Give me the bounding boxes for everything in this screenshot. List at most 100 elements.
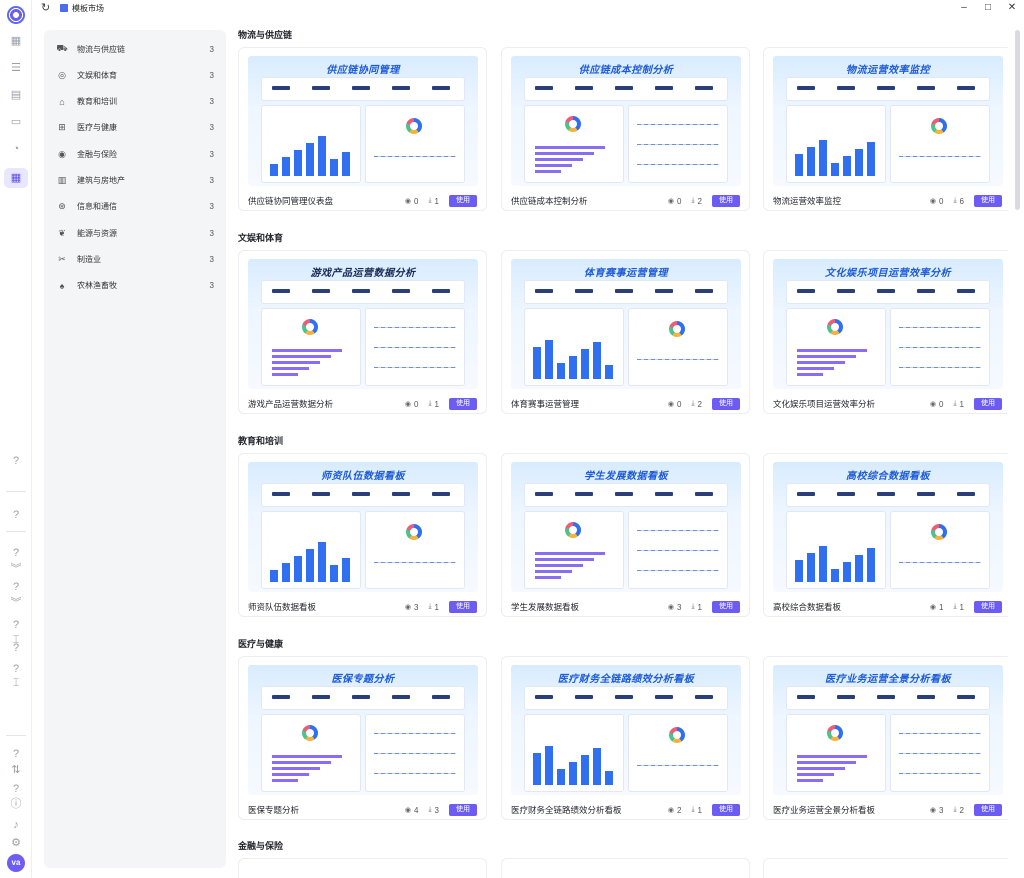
- category-item[interactable]: ◎ 文娱和体育 3: [56, 68, 214, 82]
- template-card[interactable]: 文化娱乐项目运营效率分析 文化娱乐项目运营效率分析 ◉ 0 ⤓ 1 使用: [763, 250, 1008, 414]
- bracket-icon[interactable]: ⌶: [12, 634, 20, 646]
- help-icon[interactable]: ?: [12, 783, 20, 795]
- compass-icon[interactable]: ◔: [12, 143, 20, 155]
- help-icon[interactable]: ?: [12, 509, 20, 521]
- use-template-button[interactable]: 使用: [712, 398, 740, 410]
- download-icon: ⤓: [953, 603, 957, 610]
- template-thumbnail[interactable]: 高校综合数据看板: [773, 462, 1003, 592]
- downloads-count: 1: [434, 196, 439, 206]
- template-thumbnail[interactable]: 体育赛事运营管理: [511, 259, 741, 389]
- folder-icon[interactable]: ▭: [10, 116, 22, 128]
- template-card[interactable]: 体育赛事运营管理 体育赛事运营管理 ◉ 0 ⤓ 2 使用: [501, 250, 750, 414]
- use-template-button[interactable]: 使用: [974, 804, 1002, 816]
- template-card[interactable]: 供应链协同管理 供应链协同管理仪表盘 ◉ 0 ⤓ 1 使用: [238, 47, 487, 211]
- help-icon[interactable]: ?: [12, 581, 20, 593]
- help-icon[interactable]: ?: [12, 619, 20, 631]
- template-card[interactable]: 医保专题分析 医保专题分析 ◉ 4 ⤓ 3 使用: [238, 656, 487, 820]
- template-market-icon[interactable]: ▦: [4, 168, 28, 188]
- category-label: 制造业: [77, 254, 101, 264]
- use-template-button[interactable]: 使用: [449, 398, 477, 410]
- template-thumbnail[interactable]: 物流运营效率监控: [773, 56, 1003, 186]
- database-icon[interactable]: ☰: [11, 62, 21, 74]
- category-item[interactable]: ❦ 能源与资源 3: [56, 226, 214, 240]
- template-thumbnail[interactable]: 医保专题分析: [248, 665, 478, 795]
- template-card[interactable]: 学生发展数据看板 学生发展数据看板 ◉ 3 ⤓ 1 使用: [501, 453, 750, 617]
- template-thumbnail[interactable]: 学生发展数据看板: [511, 462, 741, 592]
- template-card[interactable]: 医疗业务运营全景分析看板 医疗业务运营全景分析看板 ◉ 3 ⤓ 2 使用: [763, 656, 1008, 820]
- use-template-button[interactable]: 使用: [974, 398, 1002, 410]
- template-card[interactable]: [501, 858, 750, 878]
- apps-icon[interactable]: ▦: [10, 35, 22, 47]
- use-template-button[interactable]: 使用: [974, 195, 1002, 207]
- help-icon[interactable]: ?: [12, 455, 20, 467]
- template-thumbnail[interactable]: 游戏产品运营数据分析: [248, 259, 478, 389]
- category-item[interactable]: ◉ 金融与保险 3: [56, 147, 214, 161]
- views-stat: ◉ 3: [930, 806, 944, 815]
- template-card[interactable]: 高校综合数据看板 高校综合数据看板 ◉ 1 ⤓ 1 使用: [763, 453, 1008, 617]
- help-icon[interactable]: ?: [12, 547, 20, 559]
- template-thumbnail[interactable]: 医疗业务运营全景分析看板: [773, 665, 1003, 795]
- download-icon: ⤓: [691, 806, 695, 813]
- close-icon[interactable]: ✕: [1007, 2, 1017, 13]
- template-card[interactable]: [238, 858, 487, 878]
- avatar[interactable]: va: [7, 854, 25, 872]
- sort-icon[interactable]: ⇅: [11, 764, 21, 776]
- template-thumbnail[interactable]: 师资队伍数据看板: [248, 462, 478, 592]
- help-icon[interactable]: ?: [12, 642, 20, 654]
- thumb-bar: [867, 142, 875, 176]
- thumb-line: [637, 164, 719, 165]
- template-card[interactable]: 供应链成本控制分析 供应链成本控制分析 ◉ 0 ⤓ 2 使用: [501, 47, 750, 211]
- gear-icon[interactable]: ⚙: [11, 837, 21, 849]
- thumb-bar: [342, 558, 350, 582]
- thumb-chart-panel: [891, 309, 989, 385]
- use-template-button[interactable]: 使用: [974, 601, 1002, 613]
- thumb-bar: [831, 569, 839, 582]
- thumbnail-title: 高校综合数据看板: [846, 471, 930, 482]
- category-item[interactable]: ✂ 制造业 3: [56, 252, 214, 266]
- template-thumbnail[interactable]: 文化娱乐项目运营效率分析: [773, 259, 1003, 389]
- template-card[interactable]: [763, 858, 1008, 878]
- app-logo[interactable]: [7, 6, 25, 24]
- category-item[interactable]: ⛟ 物流与供应链 3: [56, 42, 214, 56]
- collapse-icon[interactable]: ︾: [10, 597, 22, 609]
- thumb-kpi-panel: [787, 687, 989, 709]
- bell-icon[interactable]: ♪: [13, 819, 19, 831]
- template-card[interactable]: 物流运营效率监控 物流运营效率监控 ◉ 0 ⤓ 6 使用: [763, 47, 1008, 211]
- thumb-chart-panel: [525, 309, 623, 385]
- info-icon[interactable]: ⓘ: [10, 798, 22, 810]
- use-template-button[interactable]: 使用: [449, 601, 477, 613]
- help-icon[interactable]: ?: [12, 748, 20, 760]
- template-thumbnail[interactable]: 医疗财务全链路绩效分析看板: [511, 665, 741, 795]
- scrollbar[interactable]: [1015, 30, 1020, 210]
- thumb-bar: [569, 356, 577, 379]
- thumb-bar: [819, 546, 827, 582]
- category-item[interactable]: ♠ 农林渔畜牧 3: [56, 279, 214, 293]
- help-icon[interactable]: ?: [12, 663, 20, 675]
- refresh-icon[interactable]: ↻: [41, 2, 51, 14]
- views-count: 1: [938, 602, 944, 612]
- thumbnail-title: 医保专题分析: [331, 674, 395, 685]
- template-card[interactable]: 医疗财务全链路绩效分析看板 医疗财务全链路绩效分析看板 ◉ 2 ⤓ 1 使用: [501, 656, 750, 820]
- expand-icon[interactable]: ︾: [10, 563, 22, 575]
- category-item[interactable]: ⊛ 信息和通信 3: [56, 200, 214, 214]
- views-count: 0: [938, 399, 944, 409]
- template-card[interactable]: 游戏产品运营数据分析 游戏产品运营数据分析 ◉ 0 ⤓ 1 使用: [238, 250, 487, 414]
- chart-icon[interactable]: ▤: [10, 89, 22, 101]
- bracket-icon[interactable]: ⌶: [12, 677, 20, 689]
- use-template-button[interactable]: 使用: [712, 195, 740, 207]
- category-label: 物流与供应链: [77, 44, 125, 54]
- use-template-button[interactable]: 使用: [712, 601, 740, 613]
- use-template-button[interactable]: 使用: [449, 195, 477, 207]
- template-thumbnail[interactable]: 供应链协同管理: [248, 56, 478, 186]
- thumb-kpi-value: [877, 695, 895, 699]
- template-card[interactable]: 师资队伍数据看板 师资队伍数据看板 ◉ 3 ⤓ 1 使用: [238, 453, 487, 617]
- maximize-icon[interactable]: □: [984, 2, 992, 13]
- category-item[interactable]: ⌂ 教育和培训 3: [56, 95, 214, 109]
- template-thumbnail[interactable]: 供应链成本控制分析: [511, 56, 741, 186]
- views-count: 0: [676, 196, 682, 206]
- use-template-button[interactable]: 使用: [449, 804, 477, 816]
- use-template-button[interactable]: 使用: [712, 804, 740, 816]
- category-item[interactable]: ▥ 建筑与房地产 3: [56, 174, 214, 188]
- category-item[interactable]: ⊞ 医疗与健康 3: [56, 121, 214, 135]
- minimize-icon[interactable]: –: [961, 2, 967, 13]
